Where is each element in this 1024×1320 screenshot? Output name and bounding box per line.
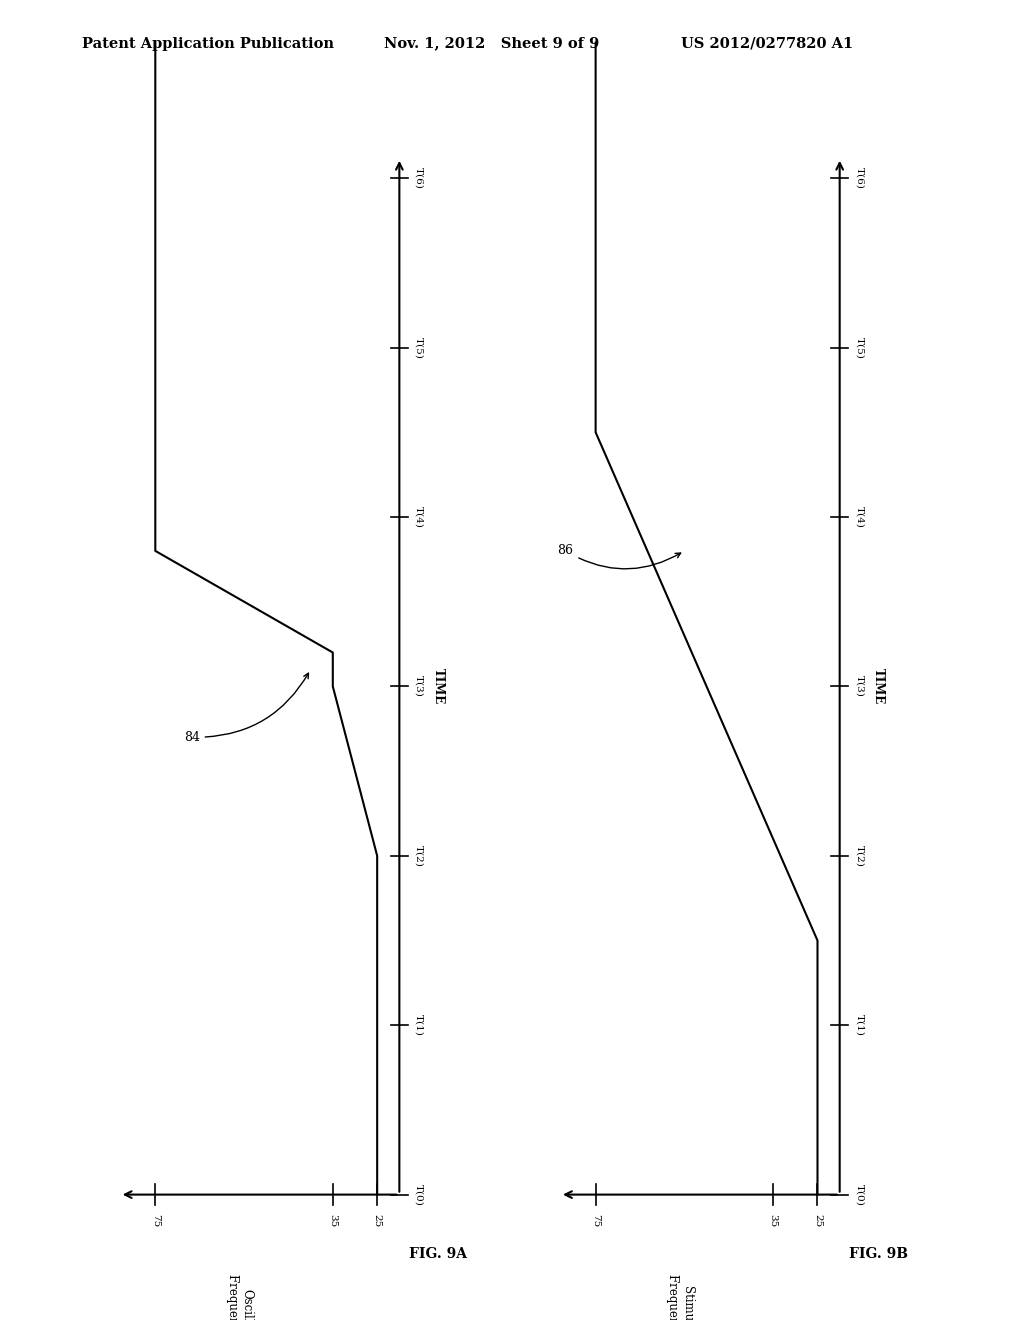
- Text: T(4): T(4): [855, 506, 864, 528]
- Text: T(6): T(6): [415, 168, 424, 189]
- Text: T(3): T(3): [415, 676, 424, 697]
- Text: TIME: TIME: [432, 668, 444, 705]
- Text: T(4): T(4): [415, 506, 424, 528]
- Text: Patent Application Publication: Patent Application Publication: [82, 37, 334, 50]
- Text: 84: 84: [183, 673, 308, 743]
- Text: 25: 25: [373, 1214, 382, 1228]
- Text: US 2012/0277820 A1: US 2012/0277820 A1: [681, 37, 853, 50]
- Text: TIME: TIME: [872, 668, 885, 705]
- Text: T(2): T(2): [415, 845, 424, 867]
- Text: T(5): T(5): [415, 337, 424, 359]
- Text: 35: 35: [329, 1214, 337, 1228]
- Text: Oscillation
Frequency (Hz): Oscillation Frequency (Hz): [225, 1274, 254, 1320]
- Text: Stimulation
Frequency (Hz): Stimulation Frequency (Hz): [666, 1274, 694, 1320]
- Text: T(0): T(0): [415, 1184, 424, 1205]
- Text: T(2): T(2): [855, 845, 864, 867]
- Text: T(5): T(5): [855, 337, 864, 359]
- Text: T(1): T(1): [855, 1014, 864, 1036]
- Text: T(3): T(3): [855, 676, 864, 697]
- Text: T(6): T(6): [855, 168, 864, 189]
- Text: FIG. 9A: FIG. 9A: [410, 1247, 467, 1262]
- Text: 25: 25: [813, 1214, 822, 1228]
- Text: Nov. 1, 2012   Sheet 9 of 9: Nov. 1, 2012 Sheet 9 of 9: [384, 37, 599, 50]
- Text: FIG. 9B: FIG. 9B: [849, 1247, 908, 1262]
- Text: T(0): T(0): [855, 1184, 864, 1205]
- Text: 75: 75: [151, 1214, 160, 1228]
- Text: 35: 35: [769, 1214, 777, 1228]
- Text: 75: 75: [591, 1214, 600, 1228]
- Text: T(1): T(1): [415, 1014, 424, 1036]
- Text: 86: 86: [557, 544, 681, 569]
